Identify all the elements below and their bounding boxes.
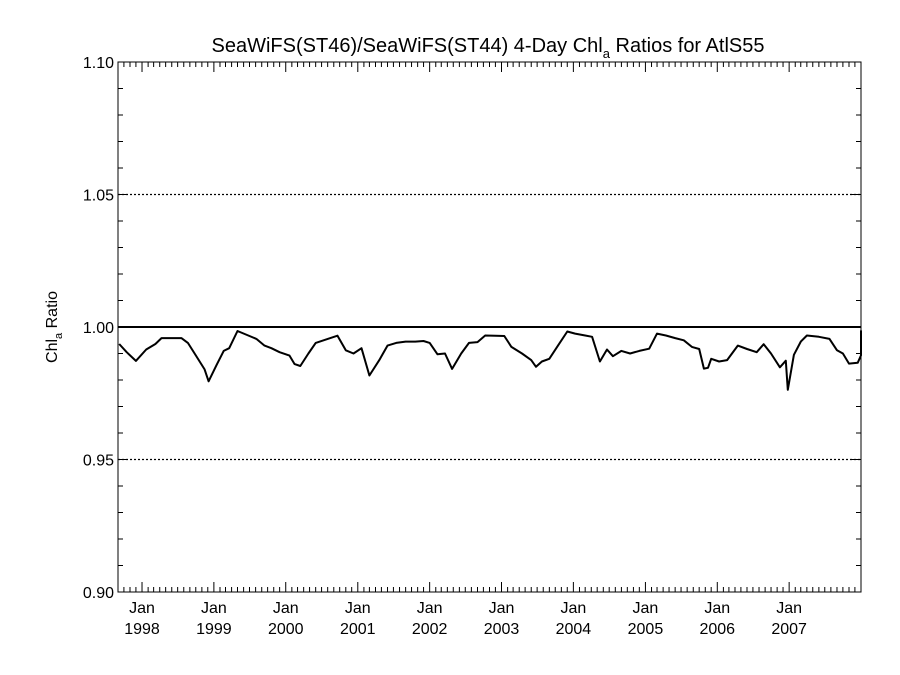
y-axis-label-subscript: a	[53, 332, 65, 339]
plot-frame	[117, 61, 862, 593]
axis-ticks	[118, 62, 861, 592]
x-tick-label-month: Jan	[560, 600, 586, 617]
x-tick-label-month: Jan	[704, 600, 730, 617]
x-tick-label-year: 2007	[771, 621, 807, 638]
x-tick-label-year: 2004	[556, 621, 592, 638]
x-tick-label-year: 2000	[268, 621, 304, 638]
chart-title: SeaWiFS(ST46)/SeaWiFS(ST44) 4-Day Chla R…	[212, 35, 765, 61]
x-tick-label-year: 2003	[484, 621, 520, 638]
x-tick-label-month: Jan	[633, 600, 659, 617]
x-tick-label-year: 2006	[699, 621, 735, 638]
y-axis-label-rest: Ratio	[44, 291, 61, 333]
x-tick-label-year: 2002	[412, 621, 448, 638]
chart-title-rest: Ratios for AtlS55	[610, 35, 765, 57]
x-tick-label-month: Jan	[345, 600, 371, 617]
y-tick-label: 1.05	[83, 188, 114, 205]
x-tick-label-month: Jan	[129, 600, 155, 617]
x-tick-label-month: Jan	[776, 600, 802, 617]
chart-title-subscript: a	[603, 46, 611, 61]
y-tick-labels: 0.90 0.95 1.00 1.05 1.10	[83, 55, 114, 602]
y-axis-label: Chla Ratio	[44, 291, 65, 363]
x-tick-label-month: Jan	[201, 600, 227, 617]
y-tick-label: 0.95	[83, 453, 114, 470]
y-tick-label: 1.00	[83, 320, 114, 337]
x-tick-label-year: 1998	[124, 621, 160, 638]
x-tick-label-month: Jan	[417, 600, 443, 617]
chart-title-main: SeaWiFS(ST46)/SeaWiFS(ST44) 4-Day Chl	[212, 35, 603, 57]
x-tick-label-month: Jan	[273, 600, 299, 617]
x-tick-label-year: 2005	[628, 621, 664, 638]
y-tick-label: 1.10	[83, 55, 114, 72]
x-tick-label-year: 2001	[340, 621, 376, 638]
series-line	[118, 330, 862, 391]
y-tick-label: 0.90	[83, 585, 114, 602]
x-tick-label-month: Jan	[489, 600, 515, 617]
x-tick-label-year: 1999	[196, 621, 232, 638]
x-tick-labels: Jan 1998 Jan 1999 Jan 2000 Jan 2001 Jan 2002 Jan 20…	[124, 600, 807, 638]
y-axis-label-main: Chl	[44, 339, 61, 363]
